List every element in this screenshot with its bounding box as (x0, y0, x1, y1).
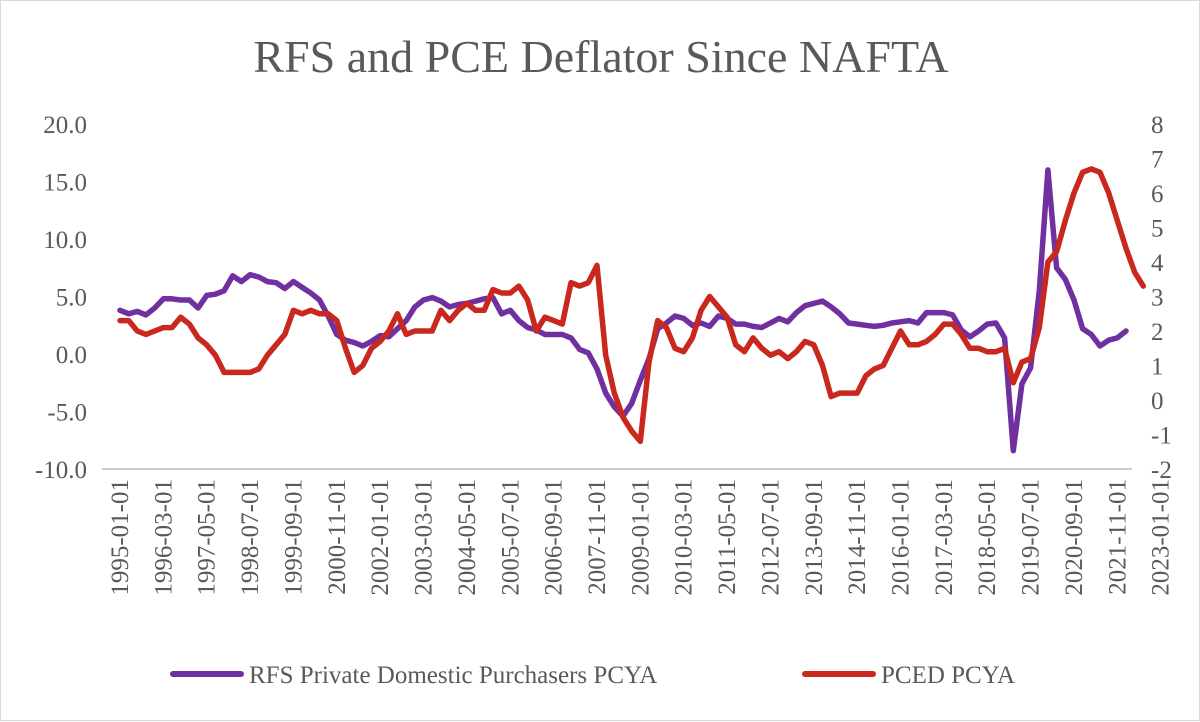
x-tick-label: 2010-03-01 (671, 479, 698, 596)
left-y-tick-label: 20.0 (43, 112, 87, 139)
x-tick-label: 2012-07-01 (757, 479, 784, 596)
right-y-tick-label: 0 (1151, 388, 1164, 415)
x-tick-label: 2011-05-01 (714, 479, 741, 595)
right-y-tick-label: 6 (1151, 181, 1164, 208)
left-y-tick-label: -5.0 (47, 400, 87, 427)
x-tick-label: 2018-05-01 (974, 479, 1001, 596)
left-y-tick-label: 5.0 (56, 285, 87, 312)
x-tick-label: 2006-09-01 (541, 479, 568, 596)
x-tick-label: 2020-09-01 (1061, 479, 1088, 596)
x-tick-label: 2013-09-01 (801, 479, 828, 596)
series-layer (117, 166, 1147, 454)
left-y-tick-label: 15.0 (43, 170, 87, 197)
legend: RFS Private Domestic Purchasers PCYA PCE… (170, 662, 1015, 689)
right-y-axis: -2 -1 0 1 2 3 4 5 6 7 8 (1151, 112, 1172, 484)
right-y-tick-label: 3 (1151, 285, 1164, 312)
x-tick-label: 2007-11-01 (584, 479, 611, 595)
x-tick-label: 2003-03-01 (411, 479, 438, 596)
left-y-axis: -10.0 -5.0 0.0 5.0 10.0 15.0 20.0 (35, 112, 87, 484)
x-tick-label: 2005-07-01 (497, 479, 524, 596)
right-y-tick-label: 8 (1151, 112, 1164, 139)
series-line-rfs (117, 167, 1129, 454)
left-y-tick-label: 10.0 (43, 227, 87, 254)
x-tick-label: 2004-05-01 (454, 479, 481, 596)
x-tick-label: 2021-11-01 (1104, 479, 1131, 595)
x-tick-label: 1999-09-01 (280, 479, 307, 596)
x-tick-label: 2014-11-01 (844, 479, 871, 595)
x-tick-label: 2023-01-01 (1148, 479, 1175, 596)
series-line-pced (117, 166, 1147, 445)
left-y-tick-label: 0.0 (56, 342, 87, 369)
right-y-tick-label: -2 (1151, 457, 1172, 484)
left-y-tick-label: -10.0 (35, 457, 87, 484)
x-tick-label: 1996-03-01 (150, 479, 177, 596)
right-y-tick-label: 1 (1151, 354, 1164, 381)
x-tick-label: 2002-01-01 (367, 479, 394, 596)
right-y-tick-label: 7 (1151, 147, 1164, 174)
legend-label-rfs: RFS Private Domestic Purchasers PCYA (249, 662, 657, 689)
right-y-tick-label: -1 (1151, 423, 1172, 450)
x-tick-label: 2016-01-01 (888, 479, 915, 596)
x-tick-label: 2000-11-01 (324, 479, 351, 595)
x-tick-label: 2009-01-01 (627, 479, 654, 596)
right-y-tick-label: 2 (1151, 319, 1164, 346)
x-tick-label: 2019-07-01 (1018, 479, 1045, 596)
right-y-tick-label: 5 (1151, 216, 1164, 243)
right-y-tick-label: 4 (1151, 250, 1164, 277)
x-tick-label: 1998-07-01 (237, 479, 264, 596)
x-tick-label: 2017-03-01 (931, 479, 958, 596)
x-tick-label: 1997-05-01 (194, 479, 221, 596)
x-tick-label: 1995-01-01 (107, 479, 134, 596)
legend-label-pced: PCED PCYA (881, 662, 1015, 689)
x-axis-tick-labels: 1995-01-01 1996-03-01 1997-05-01 1998-07-01… (107, 479, 1175, 596)
chart-title: RFS and PCE Deflator Since NAFTA (253, 31, 948, 82)
